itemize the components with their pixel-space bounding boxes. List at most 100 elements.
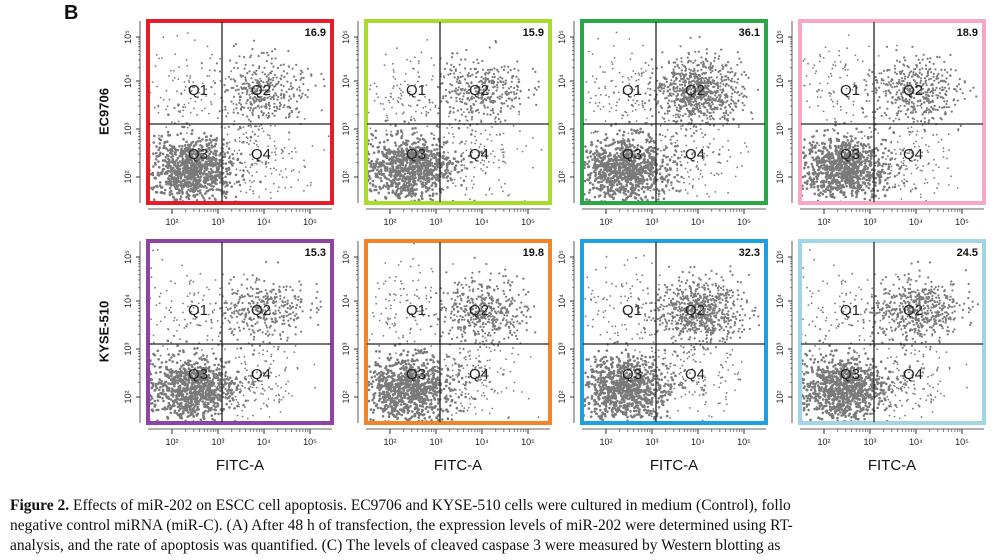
scatter-point (216, 117, 219, 120)
scatter-point (479, 96, 483, 99)
scatter-point (585, 198, 588, 201)
scatter-point (679, 75, 682, 78)
scatter-point (680, 60, 683, 63)
scatter-point (606, 178, 610, 182)
scatter-point (176, 186, 179, 189)
scatter-point (421, 197, 424, 200)
scatter-point (729, 111, 732, 114)
scatter-point (711, 92, 714, 95)
scatter-point (491, 109, 494, 112)
scatter-point (414, 148, 417, 151)
scatter-point (430, 162, 434, 165)
scatter-point (648, 186, 651, 189)
scatter-point (485, 98, 488, 102)
scatter-point (637, 193, 641, 197)
scatter-point (199, 152, 203, 156)
scatter-point (657, 100, 660, 103)
scatter-point (199, 167, 203, 170)
scatter-point (466, 73, 469, 77)
scatter-point (725, 109, 728, 112)
scatter-point (411, 127, 414, 130)
scatter-point (756, 88, 760, 91)
scatter-point (400, 147, 404, 150)
scatter-point (398, 164, 402, 167)
scatter-point (225, 170, 229, 173)
scatter-point (693, 77, 696, 80)
scatter-point (361, 44, 363, 46)
scatter-point (717, 100, 720, 103)
scatter-point (663, 112, 667, 115)
scatter-point (624, 171, 628, 175)
scatter-point (633, 88, 635, 91)
scatter-point (722, 111, 725, 115)
scatter-point (705, 52, 708, 55)
scatter-point (480, 168, 482, 170)
scatter-point (288, 113, 291, 116)
scatter-point (294, 79, 297, 82)
scatter-point (387, 191, 391, 195)
scatter-point (402, 91, 404, 93)
scatter-point (177, 110, 180, 113)
scatter-point (276, 82, 280, 85)
scatter-point (610, 157, 613, 161)
scatter-point (213, 144, 216, 148)
scatter-point (436, 151, 440, 155)
scatter-point (375, 168, 379, 172)
scatter-point (436, 147, 439, 151)
scatter-point (680, 72, 683, 75)
scatter-point (210, 103, 213, 105)
scatter-point (401, 112, 404, 115)
scatter-point (699, 86, 702, 89)
scatter-point (164, 155, 168, 159)
scatter-point (269, 191, 272, 194)
scatter-point (179, 197, 182, 201)
scatter-point (696, 75, 699, 78)
scatter-point (410, 177, 414, 181)
scatter-point (171, 155, 175, 158)
scatter-point (500, 101, 503, 105)
scatter-point (404, 80, 406, 83)
scatter-point (261, 114, 265, 117)
scatter-point (701, 81, 704, 84)
scatter-point (222, 138, 225, 141)
scatter-point (261, 71, 264, 74)
scatter-point (258, 196, 261, 198)
scatter-point (197, 136, 201, 140)
scatter-point (672, 61, 675, 64)
scatter-point (615, 104, 618, 107)
scatter-point (682, 75, 686, 78)
scatter-point (425, 110, 428, 113)
scatter-point (411, 165, 415, 168)
scatter-point (335, 144, 338, 147)
scatter-point (269, 124, 272, 127)
scatter-point (425, 114, 428, 117)
scatter-point (424, 140, 428, 144)
scatter-point (488, 46, 491, 49)
scatter-point (255, 125, 258, 128)
scatter-point (510, 104, 514, 107)
scatter-point (695, 125, 698, 128)
scatter-point (181, 192, 184, 195)
scatter-point (247, 124, 250, 128)
scatter-point (303, 118, 306, 120)
scatter-point (354, 173, 357, 176)
scatter-point (262, 51, 265, 55)
scatter-point (197, 154, 200, 157)
scatter-point (707, 95, 710, 98)
scatter-point (630, 160, 634, 163)
scatter-point (409, 189, 413, 193)
scatter-point (203, 131, 206, 135)
scatter-point (436, 173, 439, 177)
scatter-point (159, 151, 162, 155)
scatter-point (299, 97, 302, 100)
scatter-point (272, 95, 275, 99)
scatter-point (637, 78, 640, 81)
scatter-point (209, 167, 213, 171)
scatter-point (613, 166, 616, 170)
scatter-point (648, 135, 652, 139)
scatter-point (680, 163, 683, 167)
scatter-point (196, 113, 199, 116)
scatter-point (643, 157, 646, 161)
scatter-point (170, 69, 172, 72)
